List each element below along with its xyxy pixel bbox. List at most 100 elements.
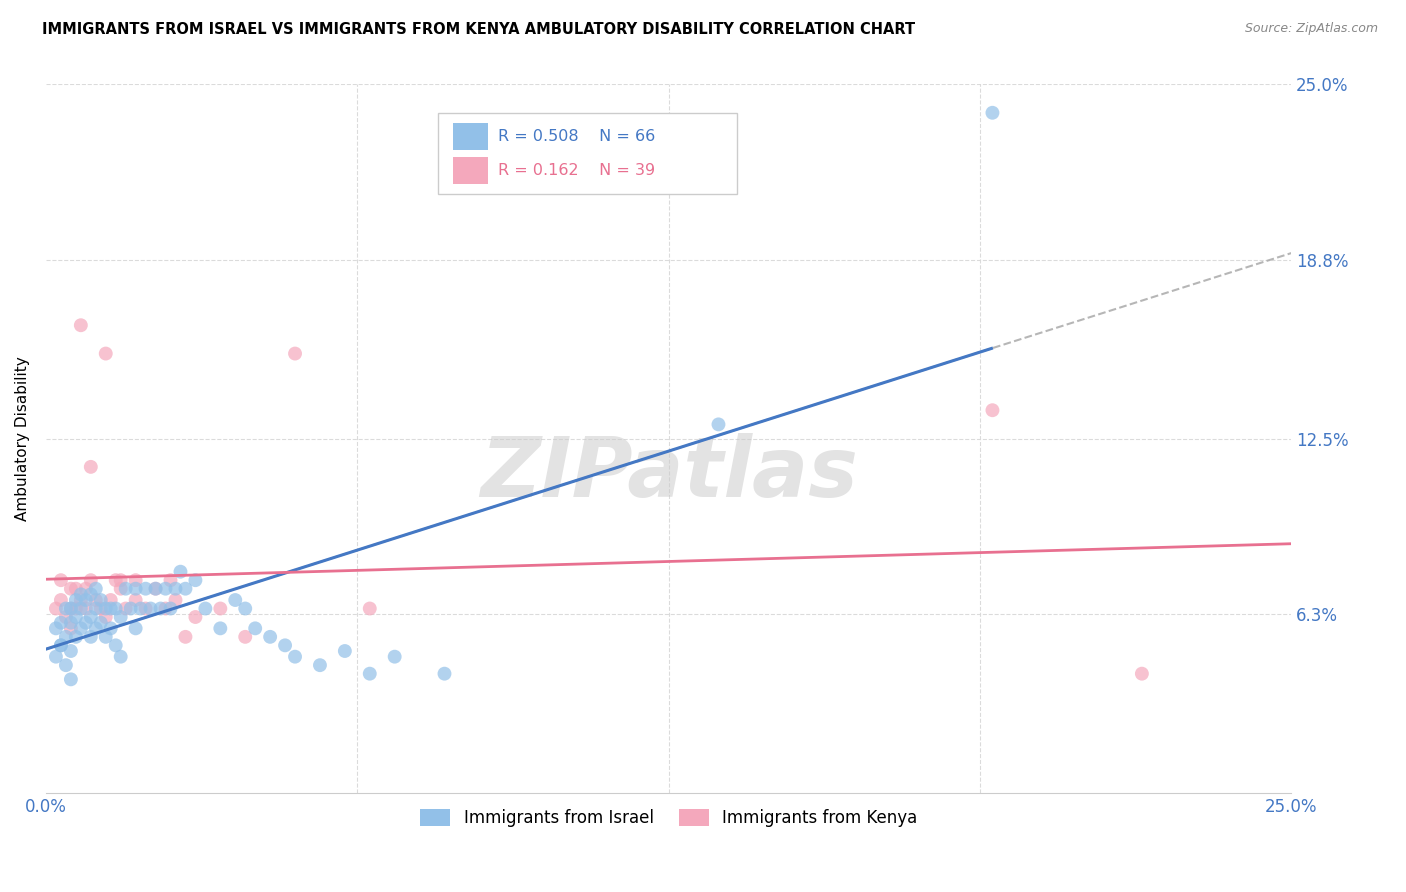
Point: [59, 621, 82, 635]
Point: [135, 582, 157, 596]
Point: [84, 593, 107, 607]
Point: [75, 615, 97, 630]
Point: [69, 587, 91, 601]
Point: [49, 615, 72, 630]
Point: [55, 630, 77, 644]
Point: [94, 610, 117, 624]
Legend: Immigrants from Israel, Immigrants from Kenya: Immigrants from Israel, Immigrants from …: [413, 803, 924, 834]
Point: [233, 601, 256, 615]
Point: [100, 601, 122, 615]
Point: [59, 601, 82, 615]
Point: [135, 601, 157, 615]
FancyBboxPatch shape: [439, 112, 737, 194]
Text: R = 0.162    N = 39: R = 0.162 N = 39: [498, 162, 655, 178]
Point: [65, 582, 87, 596]
Point: [55, 601, 77, 615]
Point: [55, 658, 77, 673]
Point: [80, 459, 103, 474]
Point: [433, 666, 456, 681]
Point: [110, 610, 132, 624]
Point: [274, 638, 297, 652]
Text: Source: ZipAtlas.com: Source: ZipAtlas.com: [1244, 22, 1378, 36]
Point: [65, 610, 87, 624]
Point: [981, 403, 1004, 417]
Point: [84, 601, 107, 615]
Point: [80, 630, 103, 644]
Point: [75, 582, 97, 596]
Point: [309, 658, 332, 673]
Point: [284, 346, 307, 360]
Point: [94, 346, 117, 360]
Point: [49, 638, 72, 652]
Point: [114, 601, 136, 615]
Text: IMMIGRANTS FROM ISRAEL VS IMMIGRANTS FROM KENYA AMBULATORY DISABILITY CORRELATIO: IMMIGRANTS FROM ISRAEL VS IMMIGRANTS FRO…: [42, 22, 915, 37]
Point: [104, 638, 127, 652]
Point: [184, 573, 207, 587]
Point: [94, 630, 117, 644]
Point: [145, 582, 167, 596]
Point: [233, 630, 256, 644]
Point: [69, 318, 91, 333]
Point: [49, 638, 72, 652]
Point: [104, 601, 127, 615]
Point: [209, 601, 232, 615]
Point: [59, 673, 82, 687]
Text: R = 0.508    N = 66: R = 0.508 N = 66: [498, 129, 655, 145]
Point: [359, 601, 381, 615]
Point: [49, 573, 72, 587]
Point: [155, 601, 177, 615]
Point: [45, 649, 67, 664]
Point: [100, 593, 122, 607]
Point: [165, 582, 187, 596]
Point: [174, 630, 197, 644]
Point: [209, 621, 232, 635]
Point: [65, 630, 87, 644]
Point: [94, 601, 117, 615]
Point: [59, 644, 82, 658]
Point: [124, 582, 146, 596]
Point: [45, 621, 67, 635]
Point: [69, 593, 91, 607]
Point: [159, 573, 181, 587]
Point: [194, 601, 217, 615]
Point: [104, 573, 127, 587]
Point: [259, 630, 281, 644]
Point: [45, 601, 67, 615]
Point: [384, 649, 406, 664]
Point: [359, 666, 381, 681]
Point: [80, 573, 103, 587]
Point: [80, 610, 103, 624]
FancyBboxPatch shape: [453, 157, 488, 184]
Point: [69, 601, 91, 615]
Point: [174, 582, 197, 596]
FancyBboxPatch shape: [453, 123, 488, 151]
Point: [75, 593, 97, 607]
Point: [75, 601, 97, 615]
Point: [124, 593, 146, 607]
Point: [59, 601, 82, 615]
Point: [90, 615, 112, 630]
Point: [59, 615, 82, 630]
Point: [110, 582, 132, 596]
Point: [55, 610, 77, 624]
Y-axis label: Ambulatory Disability: Ambulatory Disability: [15, 356, 30, 521]
Point: [80, 587, 103, 601]
Point: [284, 649, 307, 664]
Text: ZIPatlas: ZIPatlas: [479, 434, 858, 515]
Point: [159, 601, 181, 615]
Point: [90, 601, 112, 615]
Point: [124, 621, 146, 635]
Point: [184, 610, 207, 624]
Point: [114, 582, 136, 596]
Point: [90, 593, 112, 607]
Point: [69, 621, 91, 635]
Point: [145, 582, 167, 596]
Point: [224, 593, 246, 607]
Point: [124, 573, 146, 587]
Point: [129, 601, 152, 615]
Point: [1130, 666, 1153, 681]
Point: [169, 565, 191, 579]
Point: [333, 644, 356, 658]
Point: [149, 601, 172, 615]
Point: [65, 601, 87, 615]
